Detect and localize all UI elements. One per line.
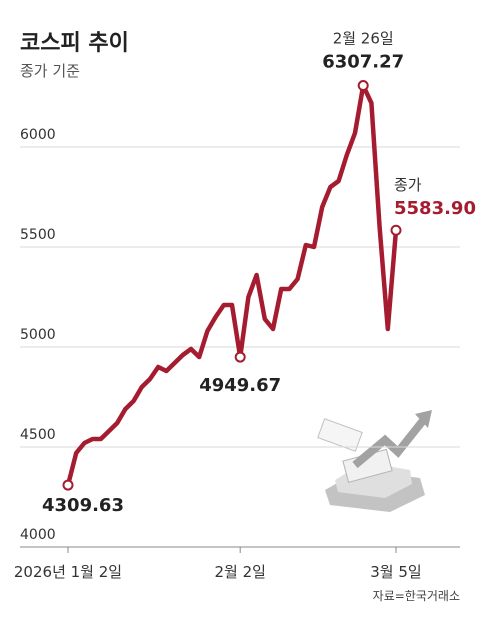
y-tick-label: 4000 — [20, 527, 56, 543]
illustration — [317, 410, 432, 512]
illustration-arrow — [352, 415, 429, 469]
point-marker — [357, 80, 369, 92]
y-tick-label: 5000 — [20, 327, 56, 343]
x-tick-label: 2026년 1월 2일 — [14, 563, 122, 581]
chart-title: 코스피 추이 — [20, 31, 129, 56]
line — [65, 83, 399, 486]
data-label: 5583.90 — [394, 198, 476, 219]
x-tick-label: 2월 2일 — [214, 563, 265, 581]
chart-subtitle: 종가 기준 — [20, 62, 80, 80]
data-label: 4949.67 — [199, 375, 281, 396]
illustration-bill — [317, 418, 363, 452]
y-tick-label: 6000 — [20, 127, 56, 143]
y-tick-label: 5500 — [20, 227, 56, 243]
illustration-arrowhead — [415, 410, 432, 428]
data-label: 6307.27 — [322, 52, 404, 73]
y-tick-label: 4500 — [20, 427, 56, 443]
point-marker — [234, 351, 246, 363]
data-label: 4309.63 — [42, 495, 124, 516]
point-marker — [390, 224, 402, 236]
annotation: 종가 — [394, 176, 422, 194]
annotation: 2월 26일 — [333, 30, 394, 48]
source: 자료=한국거래소 — [373, 589, 460, 603]
x-tick-label: 3월 5일 — [370, 563, 421, 581]
point-marker — [62, 479, 74, 491]
